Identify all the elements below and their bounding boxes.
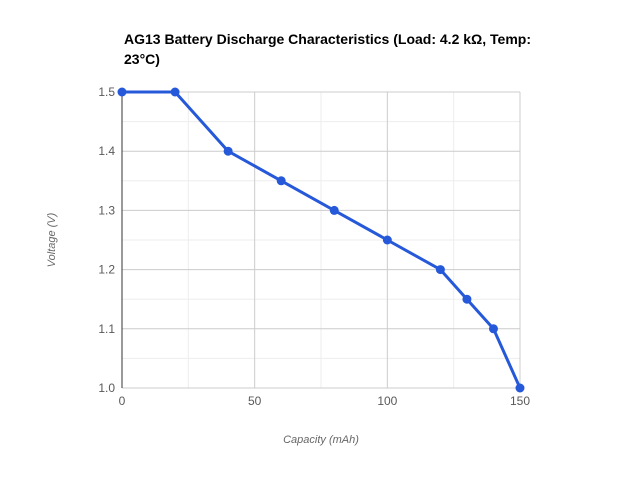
x-tick-label: 100 bbox=[377, 394, 397, 408]
x-tick-label: 150 bbox=[510, 394, 530, 408]
y-tick-label: 1.3 bbox=[98, 203, 115, 217]
data-point bbox=[435, 265, 445, 275]
x-tick-label: 0 bbox=[119, 394, 126, 408]
data-point bbox=[515, 383, 525, 393]
data-point bbox=[223, 146, 233, 156]
y-tick-label: 1.1 bbox=[98, 322, 115, 336]
data-point bbox=[329, 205, 339, 215]
data-point bbox=[276, 176, 286, 186]
data-point bbox=[170, 87, 180, 97]
data-point bbox=[382, 235, 392, 245]
y-axis-title: Voltage (V) bbox=[46, 212, 58, 268]
data-point bbox=[488, 324, 498, 334]
y-tick-label: 1.4 bbox=[98, 144, 115, 158]
data-point bbox=[117, 87, 127, 97]
y-tick-label: 1.0 bbox=[98, 381, 115, 395]
x-axis-title: Capacity (mAh) bbox=[283, 434, 359, 446]
y-tick-label: 1.2 bbox=[98, 263, 115, 277]
x-tick-label: 50 bbox=[248, 394, 262, 408]
y-tick-label: 1.5 bbox=[98, 85, 115, 99]
series-line bbox=[120, 90, 522, 390]
chart-title: AG13 Battery Discharge Characteristics (… bbox=[124, 31, 531, 67]
data-point bbox=[462, 294, 472, 304]
